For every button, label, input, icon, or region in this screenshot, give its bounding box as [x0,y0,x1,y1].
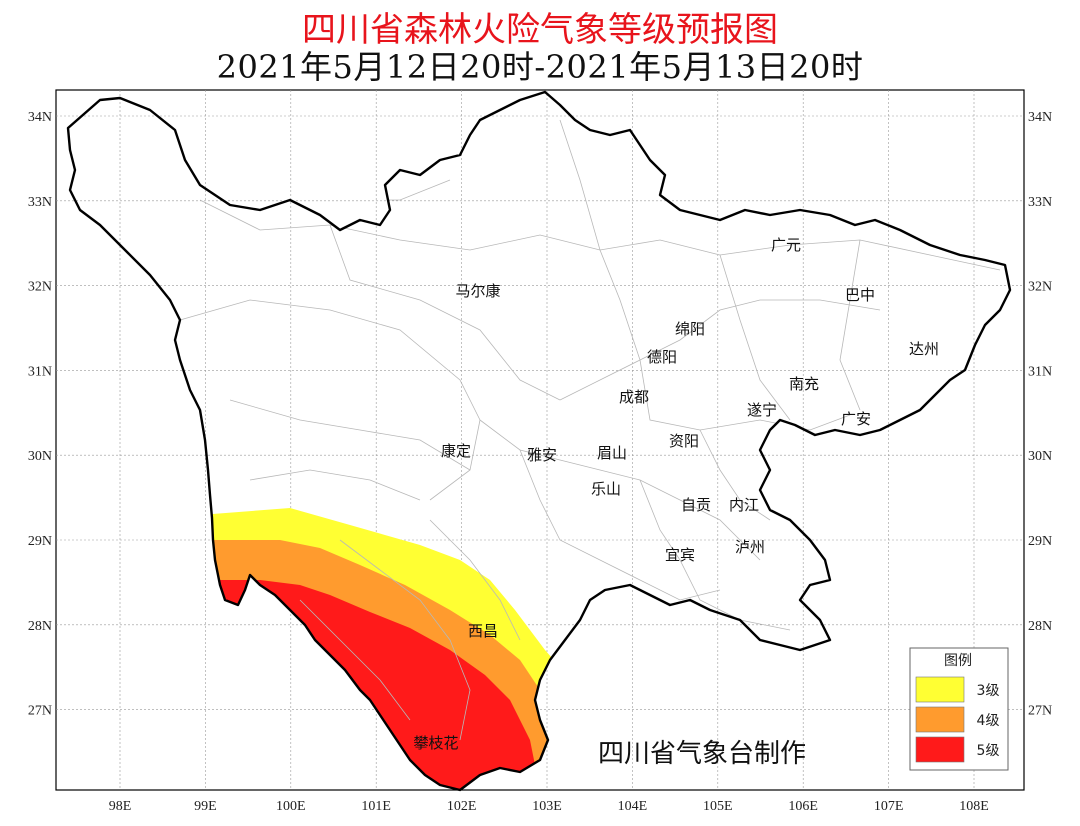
lon-tick-label: 105E [703,799,733,814]
city-label: 达州 [909,340,939,358]
city-label: 德阳 [647,348,677,366]
lat-tick-label-left: 27N [28,704,52,719]
lon-tick-label: 103E [532,799,562,814]
city-label: 宜宾 [665,546,695,564]
producer-credit: 四川省气象台制作 [598,739,806,769]
lon-tick-label: 107E [874,799,904,814]
lat-tick-label-right: 33N [1028,195,1052,210]
lat-tick-label-right: 30N [1028,449,1052,464]
legend-swatch [915,706,965,733]
lat-tick-label-right: 27N [1028,704,1052,719]
lat-tick-label-right: 34N [1028,110,1052,125]
lat-tick-label-left: 33N [28,195,52,210]
city-label: 遂宁 [747,401,777,419]
lat-tick-label-right: 32N [1028,280,1052,295]
city-label: 马尔康 [455,282,500,300]
map-title: 四川省森林火险气象等级预报图 [302,10,778,50]
city-label: 广元 [771,236,801,254]
city-label: 内江 [729,496,759,514]
legend-label: 4级 [977,713,1000,729]
lat-tick-label-left: 29N [28,534,52,549]
lat-tick-label-left: 28N [28,619,52,634]
axis-ticks: 98E 99E 100E 101E 102E 103E 104E 105E 106E 107E 10… [28,110,1052,814]
city-label: 成都 [619,388,649,406]
legend-label: 5级 [977,743,1000,759]
city-labels: 广元巴中 马尔康绵阳达州 德阳南充成都遂宁广安康定 雅安 眉山 资阳乐山自贡 内江宜宾 泸州西… [413,236,939,752]
lat-tick-label-right: 31N [1028,364,1052,379]
lon-tick-label: 99E [194,799,217,814]
legend-swatch [915,736,965,763]
lon-tick-label: 102E [447,799,477,814]
lat-tick-label-left: 32N [28,280,52,295]
lat-tick-label-left: 30N [28,449,52,464]
lat-tick-label-right: 28N [1028,619,1052,634]
city-label: 广安 [841,410,871,428]
city-label: 雅安 [527,446,557,464]
lon-tick-label: 104E [618,799,648,814]
legend: 图例 3级 4级 5级 [909,647,1009,771]
city-label: 自贡 [681,496,711,514]
legend-title: 图例 [944,653,972,669]
city-label: 乐山 [591,480,621,498]
city-label: 西昌 [468,622,498,640]
city-label: 眉山 [597,444,627,462]
city-label: 资阳 [669,432,699,450]
city-label: 绵阳 [675,320,705,338]
lon-tick-label: 101E [361,799,391,814]
lon-tick-label: 98E [109,799,132,814]
lat-tick-label-left: 34N [28,110,52,125]
province-outline [66,90,1012,792]
legend-swatch [915,676,965,703]
city-label: 巴中 [845,286,875,304]
legend-label: 3级 [977,683,1000,699]
city-label: 南充 [789,375,819,393]
map-subtitle: 2021年5月12日20时-2021年5月13日20时 [216,48,864,86]
city-label: 康定 [441,442,471,460]
lat-tick-label-left: 31N [28,364,52,379]
map-frame [55,89,1025,791]
lon-tick-label: 106E [788,799,818,814]
city-label: 泸州 [735,538,765,556]
lon-tick-label: 100E [276,799,306,814]
lon-tick-label: 108E [959,799,989,814]
lat-tick-label-right: 29N [1028,534,1052,549]
county-borders [179,119,1001,741]
city-label: 攀枝花 [413,734,458,752]
